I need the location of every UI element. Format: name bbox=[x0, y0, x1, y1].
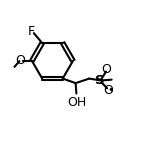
Text: O: O bbox=[102, 63, 112, 76]
Text: O: O bbox=[103, 84, 113, 97]
Text: OH: OH bbox=[67, 96, 86, 109]
Text: O: O bbox=[16, 54, 25, 67]
Text: F: F bbox=[28, 25, 35, 38]
Text: •: • bbox=[107, 85, 114, 95]
Text: S: S bbox=[95, 74, 105, 87]
